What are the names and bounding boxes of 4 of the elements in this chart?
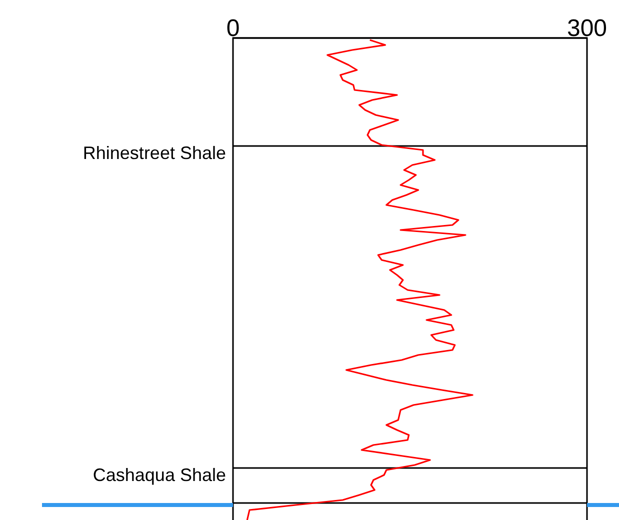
x-tick-label: 300 xyxy=(566,15,608,42)
x-tick-label: 0 xyxy=(226,15,240,42)
text: Cashaqua Shale xyxy=(92,465,226,485)
text: Rhinestreet Shale xyxy=(82,143,226,163)
